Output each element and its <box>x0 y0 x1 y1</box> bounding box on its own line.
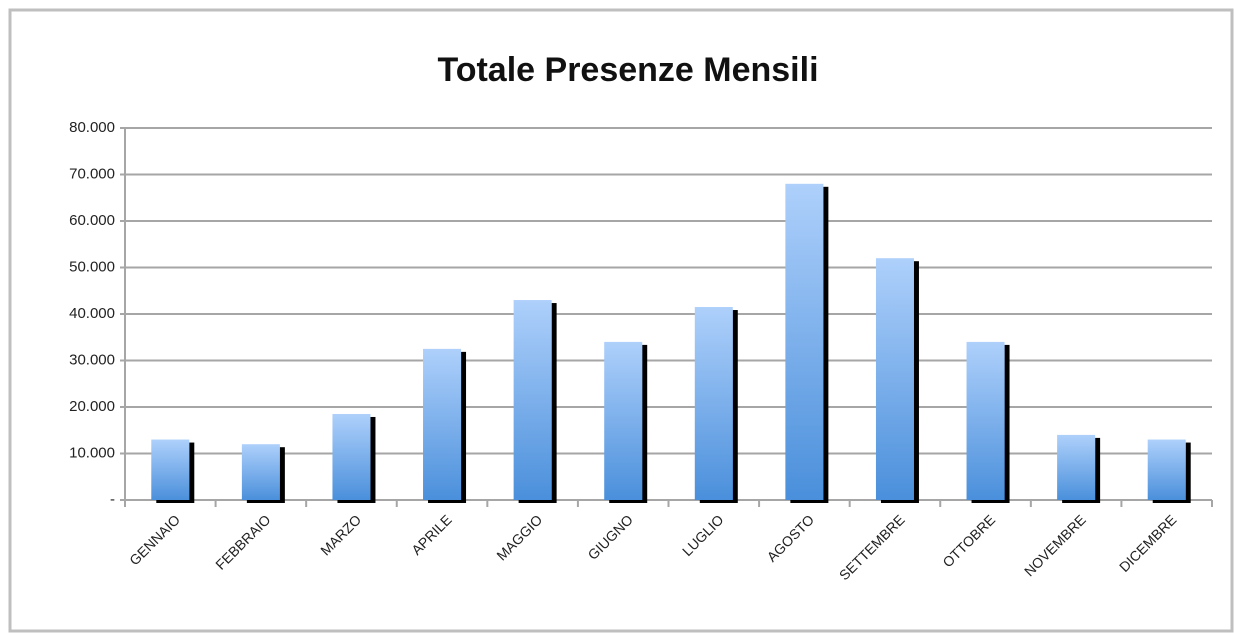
chart-frame <box>8 8 1234 633</box>
y-tick-label: 80.000 <box>69 119 115 136</box>
bar <box>604 341 643 500</box>
chart-title: Totale Presenze Mensili <box>437 51 818 89</box>
bar <box>966 341 1005 500</box>
y-tick-label: 60.000 <box>69 212 115 229</box>
y-tick-label: 50.000 <box>69 258 115 275</box>
bar <box>1057 434 1096 500</box>
y-tick-label: 30.000 <box>69 351 115 368</box>
bar <box>423 348 462 500</box>
bar <box>1147 439 1186 500</box>
bar <box>241 444 280 500</box>
y-tick-label: 70.000 <box>69 165 115 182</box>
y-tick-label: - <box>110 491 115 508</box>
bar <box>694 307 733 500</box>
bar <box>513 300 552 500</box>
bar <box>151 439 190 500</box>
y-tick-label: 10.000 <box>69 444 115 461</box>
y-tick-label: 40.000 <box>69 305 115 322</box>
bar <box>332 413 371 500</box>
bar <box>875 258 914 500</box>
y-tick-label: 20.000 <box>69 398 115 415</box>
bar <box>785 183 824 501</box>
